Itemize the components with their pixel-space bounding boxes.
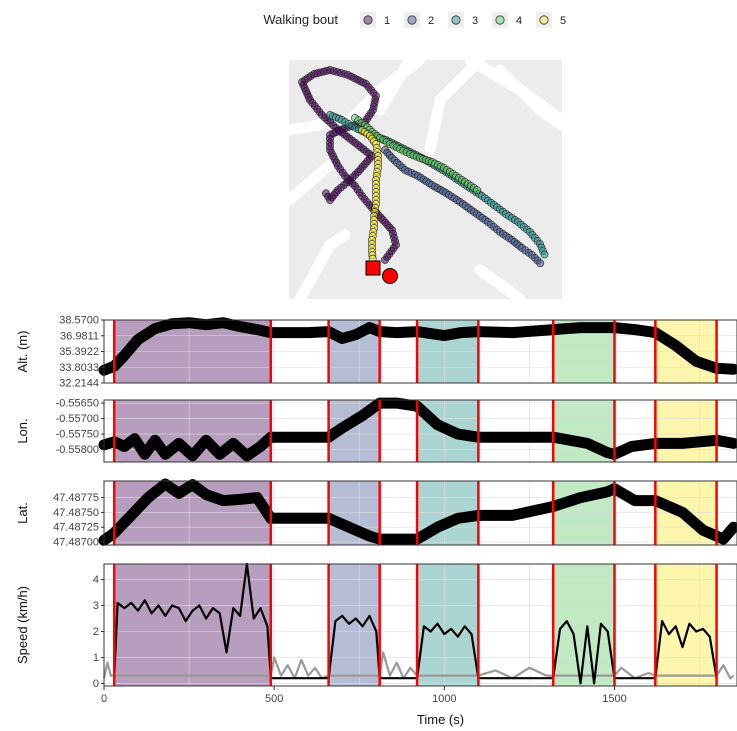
y-tick-label: 0 — [93, 678, 99, 690]
bout-shade-3 — [417, 564, 479, 686]
map-road — [474, 264, 526, 305]
y-axis-title: Speed (km/h) — [15, 586, 30, 664]
x-tick-label: 1000 — [432, 693, 456, 705]
y-tick-label: -0.55750 — [56, 429, 99, 441]
legend-key-bg — [492, 12, 508, 28]
series-line — [98, 317, 737, 376]
map-panel — [283, 54, 568, 305]
panel-frame — [103, 480, 737, 546]
map-road — [283, 159, 336, 206]
legend-label-3: 3 — [472, 15, 478, 27]
legend-key-bg — [448, 12, 464, 28]
y-tick-label: -0.55800 — [56, 444, 99, 456]
series-line — [113, 562, 718, 685]
bout-shade-5 — [655, 564, 717, 686]
y-axis-title: Lat. — [15, 502, 30, 524]
y-tick-label: 47.48750 — [53, 507, 99, 519]
legend-key-3 — [451, 15, 461, 25]
y-tick-label: 47.48700 — [53, 537, 99, 549]
bout-shade-5 — [655, 400, 717, 462]
x-tick-label: 1500 — [602, 693, 626, 705]
y-tick-label: -0.55700 — [56, 413, 99, 425]
legend-key-4 — [495, 15, 505, 25]
speed-panel: 0 1 2 3 4 Speed (km/h) — [15, 562, 737, 690]
legend-label-2: 2 — [428, 15, 434, 27]
altitude-panel: 32.2144 33.8033 35.3922 36.9811 38.5700 Alt. … — [15, 315, 737, 390]
series-line — [98, 397, 737, 462]
y-tick-label: 33.8033 — [59, 362, 99, 374]
bout-shade-2 — [328, 564, 380, 686]
y-tick-label: 35.3922 — [59, 346, 99, 358]
y-tick-label: 32.2144 — [59, 378, 99, 390]
x-tick-label: 0 — [101, 693, 107, 705]
y-tick-label: 47.48775 — [53, 492, 99, 504]
y-tick-label: 36.9811 — [60, 330, 99, 342]
y-tick-label: -0.55650 — [56, 398, 99, 410]
y-axis-title: Alt. (m) — [15, 331, 30, 373]
map-road — [374, 54, 416, 116]
longitude-panel: -0.55800 -0.55750 -0.55700 -0.55650 Lon. — [15, 397, 737, 463]
map-start-marker — [365, 260, 381, 276]
legend: Walking bout 1 2 3 4 5 — [263, 12, 566, 28]
legend-key-1 — [363, 15, 373, 25]
x-axis-title: Time (s) — [417, 712, 464, 727]
legend-label-1: 1 — [384, 15, 390, 27]
x-axis: 0 500 1000 1500 Time (s) — [101, 686, 627, 727]
y-axis-title: Lon. — [15, 418, 30, 443]
panel-frame — [103, 399, 737, 463]
legend-key-bg — [404, 12, 420, 28]
y-tick-label: 3 — [93, 600, 99, 612]
map-point — [540, 250, 549, 259]
map-point — [473, 186, 481, 194]
y-tick-label: 4 — [93, 574, 99, 586]
legend-key-2 — [407, 15, 417, 25]
legend-key-bg — [360, 12, 376, 28]
map-roads — [283, 54, 568, 305]
bout-shade-1 — [114, 564, 271, 686]
map-points — [298, 66, 549, 284]
map-end-marker — [382, 268, 398, 284]
map-road — [494, 64, 568, 131]
latitude-panel: 47.48700 47.48725 47.48750 47.48775 Lat. — [15, 478, 737, 549]
legend-key-5 — [539, 15, 549, 25]
legend-label-4: 4 — [516, 15, 522, 27]
x-tick-label: 500 — [265, 693, 283, 705]
map-point — [536, 259, 545, 268]
y-tick-label: 47.48725 — [53, 522, 99, 534]
map-road — [294, 229, 351, 305]
panel-frame — [103, 563, 737, 687]
map-road — [424, 54, 486, 156]
legend-key-bg — [536, 12, 552, 28]
map-point — [322, 189, 330, 198]
y-tick-label: 1 — [93, 652, 99, 664]
panel-background — [104, 564, 737, 686]
y-tick-label: 38.5700 — [59, 315, 99, 327]
legend-label-5: 5 — [560, 15, 566, 27]
legend-title: Walking bout — [263, 12, 338, 27]
y-tick-label: 2 — [93, 626, 99, 638]
